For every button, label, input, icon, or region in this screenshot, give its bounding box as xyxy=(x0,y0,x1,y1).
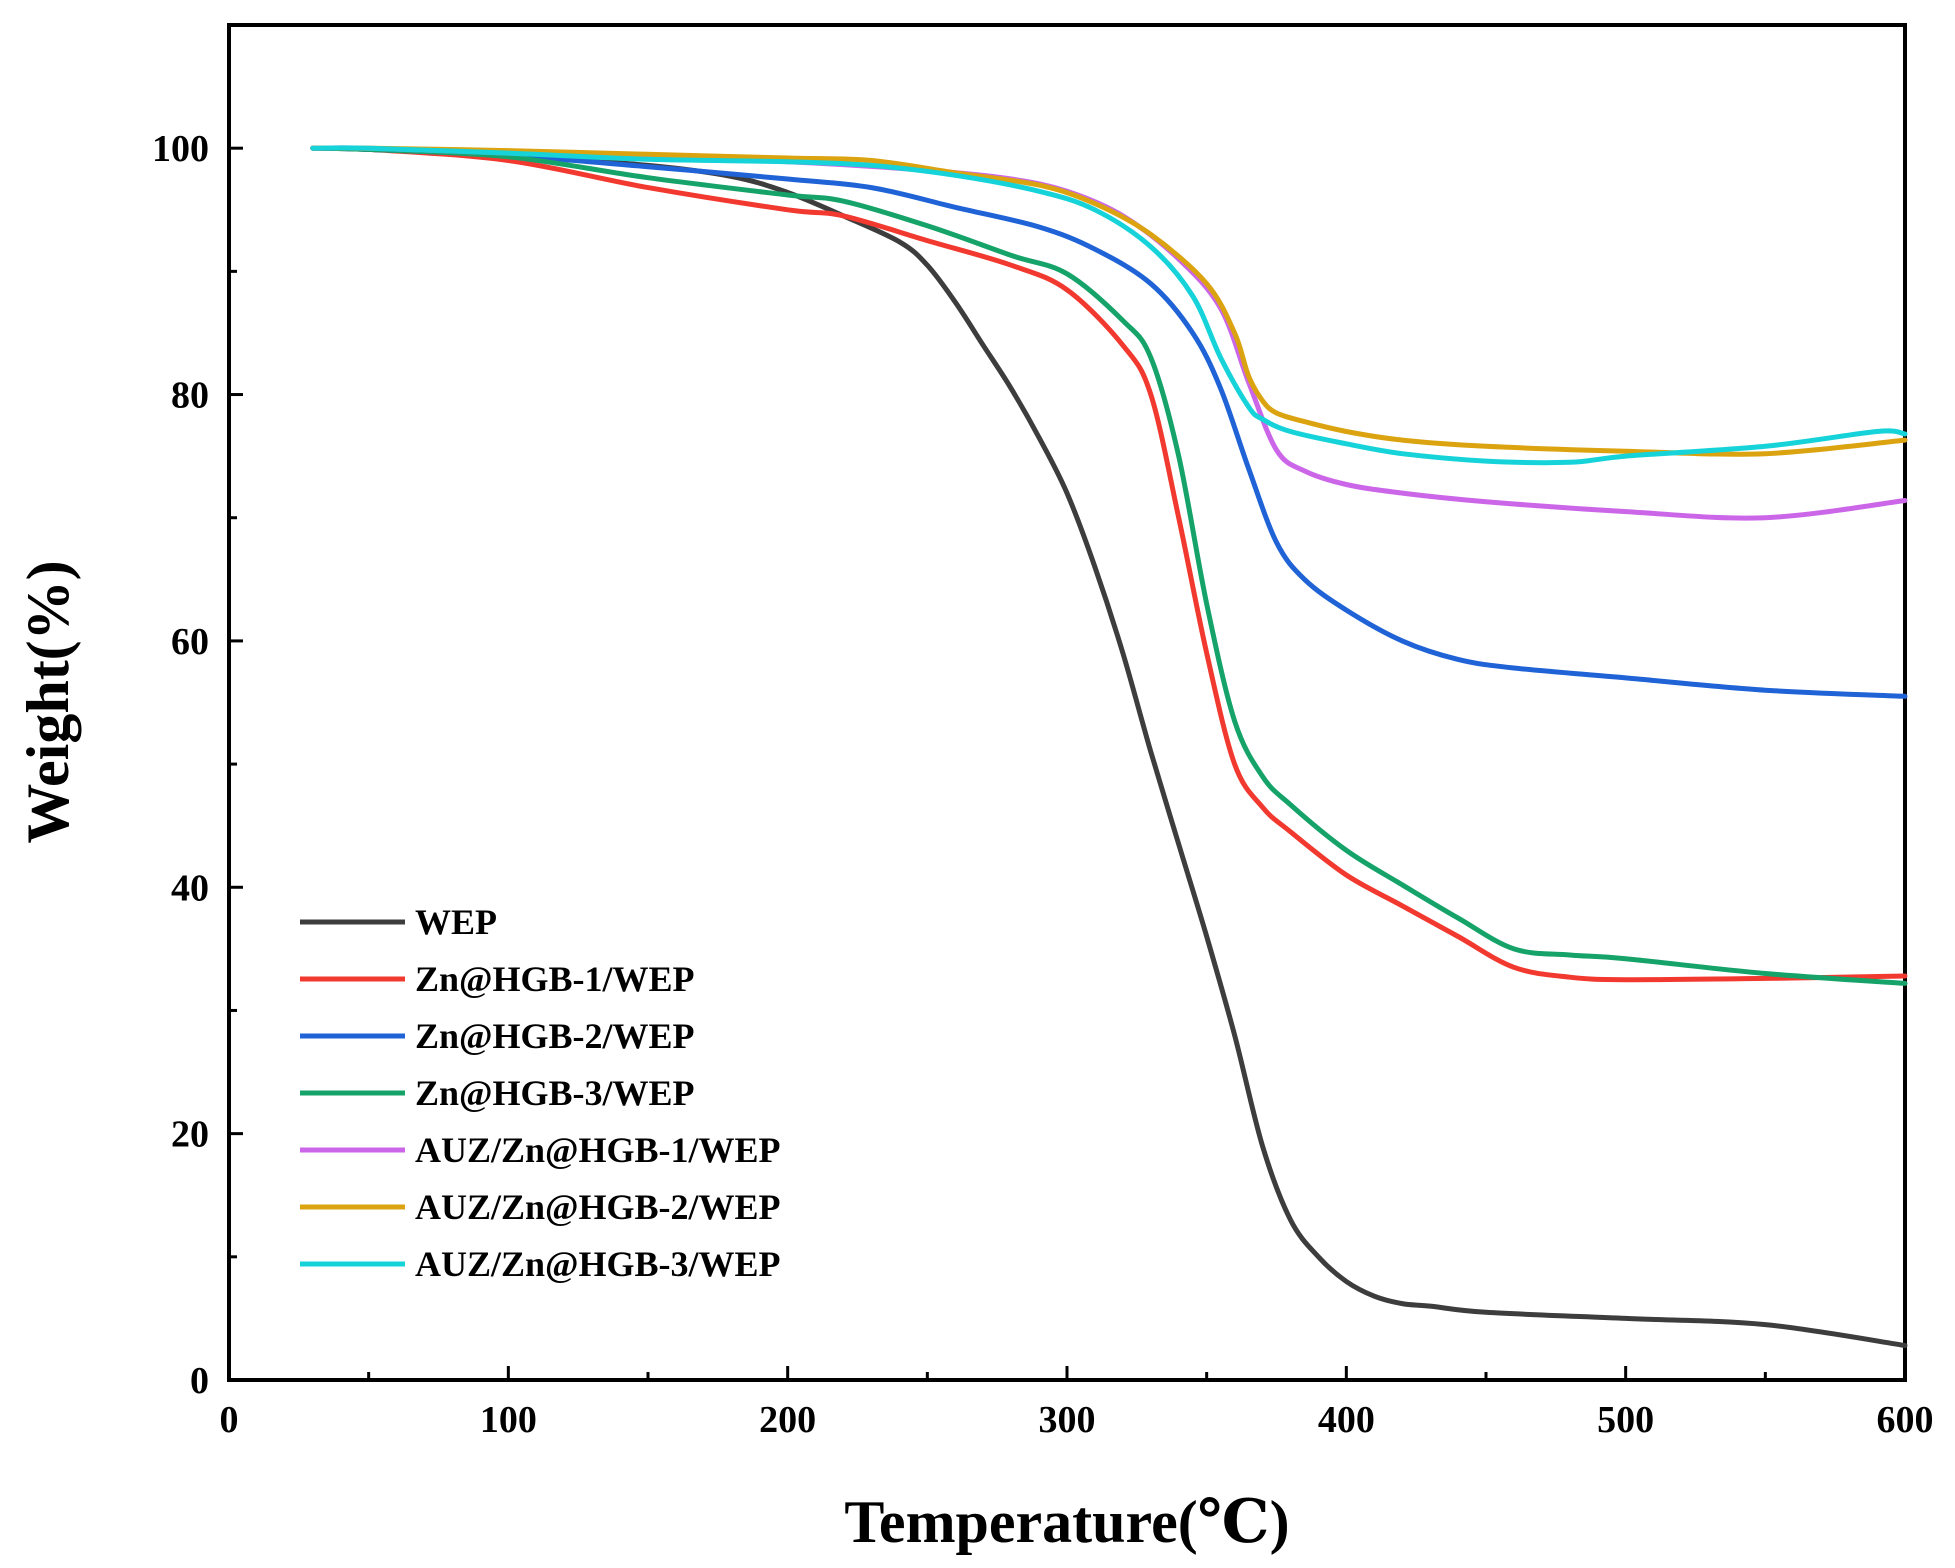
y-tick-label: 20 xyxy=(171,1114,209,1156)
series-line-zn-hgb-1-wep xyxy=(310,145,1908,983)
series-line-auz-zn-hgb-1-wep xyxy=(310,145,1908,521)
legend-label-zn-hgb-1-wep: Zn@HGB-1/WEP xyxy=(415,959,695,999)
legend: WEP Zn@HGB-1/WEP Zn@HGB-2/WEP Zn@HGB-3/WEP A… xyxy=(300,902,781,1284)
legend-label-auz-zn-hgb-3-wep: AUZ/Zn@HGB-3/WEP xyxy=(415,1244,781,1284)
series-layer xyxy=(310,145,1908,1348)
legend-label-wep: WEP xyxy=(415,902,497,942)
ticks-layer: 0 100 200 300 400 500 600 0 20 40 60 80 100 xyxy=(152,23,1934,1441)
x-axis-title: Temperature(℃) xyxy=(844,1489,1289,1555)
x-tick-label: 300 xyxy=(1039,1399,1096,1441)
y-tick-label: 40 xyxy=(171,867,209,909)
x-tick-label: 500 xyxy=(1597,1399,1654,1441)
legend-label-zn-hgb-3-wep: Zn@HGB-3/WEP xyxy=(415,1073,695,1113)
x-tick-label: 200 xyxy=(759,1399,816,1441)
x-tick-label: 400 xyxy=(1318,1399,1375,1441)
y-tick-label: 100 xyxy=(152,128,209,170)
y-tick-label: 60 xyxy=(171,621,209,663)
legend-label-auz-zn-hgb-1-wep: AUZ/Zn@HGB-1/WEP xyxy=(415,1130,781,1170)
y-axis-title: Weight(%) xyxy=(15,560,81,843)
series-line-auz-zn-hgb-3-wep xyxy=(310,145,1908,466)
legend-label-zn-hgb-2-wep: Zn@HGB-2/WEP xyxy=(415,1016,695,1056)
series-line-auz-zn-hgb-2-wep xyxy=(310,145,1908,457)
series-line-zn-hgb-2-wep xyxy=(310,145,1908,699)
series-line-zn-hgb-3-wep xyxy=(310,145,1908,986)
series-line-wep xyxy=(310,145,1908,1348)
legend-label-auz-zn-hgb-2-wep: AUZ/Zn@HGB-2/WEP xyxy=(415,1187,781,1227)
y-tick-label: 0 xyxy=(190,1360,209,1402)
x-tick-label: 0 xyxy=(220,1399,239,1441)
plot-frame xyxy=(227,23,1907,1382)
y-tick-label: 80 xyxy=(171,375,209,417)
x-tick-label: 600 xyxy=(1877,1399,1934,1441)
x-tick-label: 100 xyxy=(480,1399,537,1441)
